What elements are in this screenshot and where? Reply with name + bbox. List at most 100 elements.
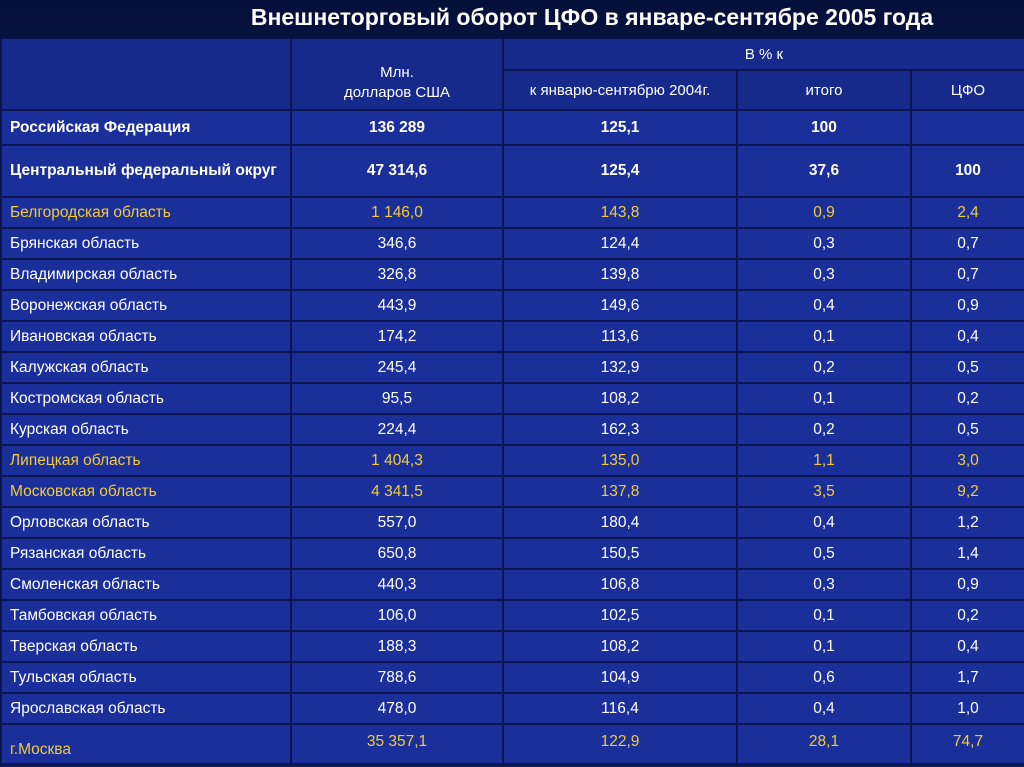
mln-usd-cell: 35 357,1: [290, 723, 504, 765]
pct-cfo-cell: 0,4: [910, 630, 1024, 663]
pct-prev-year-cell: 137,8: [502, 475, 738, 508]
pct-prev-year-cell: 106,8: [502, 568, 738, 601]
pct-cfo-cell: 0,5: [910, 351, 1024, 384]
pct-cfo-cell: 100: [910, 144, 1024, 198]
table-row: Курская область 224,4 162,3 0,2 0,5: [0, 413, 1024, 446]
pct-total-cell: 0,3: [736, 227, 912, 260]
header-pct-prev: к январю-сентябрю 2004г.: [502, 69, 738, 111]
region-name-cell: Воронежская область: [0, 289, 292, 322]
pct-prev-year-cell: 139,8: [502, 258, 738, 291]
mln-usd-cell: 1 404,3: [290, 444, 504, 477]
pct-total-cell: 0,9: [736, 196, 912, 229]
region-name-cell: Владимирская область: [0, 258, 292, 291]
mln-usd-cell: 650,8: [290, 537, 504, 570]
pct-prev-year-cell: 132,9: [502, 351, 738, 384]
region-name-cell: Смоленская область: [0, 568, 292, 601]
pct-cfo-cell: 9,2: [910, 475, 1024, 508]
header-row-group: Млн. долларов США В % к: [0, 37, 1024, 111]
region-name-cell: Московская область: [0, 475, 292, 508]
region-name-cell: г.Москва: [0, 723, 292, 765]
pct-prev-year-cell: 104,9: [502, 661, 738, 694]
header-mln: Млн. долларов США: [290, 37, 504, 111]
pct-prev-year-cell: 162,3: [502, 413, 738, 446]
pct-prev-year-cell: 108,2: [502, 382, 738, 415]
pct-prev-year-cell: 113,6: [502, 320, 738, 353]
table-row: г.Москва 35 357,1 122,9 28,1 74,7: [0, 723, 1024, 765]
region-name-cell: Костромская область: [0, 382, 292, 415]
pct-total-cell: 3,5: [736, 475, 912, 508]
table-row: Московская область 4 341,5 137,8 3,5 9,2: [0, 475, 1024, 508]
header-row-sub: к январю-сентябрю 2004г. итого ЦФО: [1, 69, 1024, 111]
table-row: Воронежская область 443,9 149,6 0,4 0,9: [0, 289, 1024, 322]
pct-prev-year-cell: 124,4: [502, 227, 738, 260]
page-title: Внешнеторговый оборот ЦФО в январе-сентя…: [250, 4, 934, 30]
table-row: Центральный федеральный округ 47 314,6 125…: [0, 144, 1024, 198]
pct-total-cell: 0,5: [736, 537, 912, 570]
mln-usd-cell: 47 314,6: [290, 144, 504, 198]
mln-usd-cell: 346,6: [290, 227, 504, 260]
table-row: Калужская область 245,4 132,9 0,2 0,5: [0, 351, 1024, 384]
mln-usd-cell: 245,4: [290, 351, 504, 384]
mln-usd-cell: 326,8: [290, 258, 504, 291]
pct-total-cell: 0,1: [736, 382, 912, 415]
region-name-cell: Центральный федеральный округ: [0, 144, 292, 198]
table-row: Смоленская область 440,3 106,8 0,3 0,9: [0, 568, 1024, 601]
mln-usd-cell: 106,0: [290, 599, 504, 632]
mln-usd-cell: 443,9: [290, 289, 504, 322]
pct-cfo-cell: 0,2: [910, 382, 1024, 415]
mln-usd-cell: 440,3: [290, 568, 504, 601]
pct-prev-year-cell: 143,8: [502, 196, 738, 229]
pct-total-cell: 0,2: [736, 413, 912, 446]
pct-total-cell: 0,6: [736, 661, 912, 694]
pct-total-cell: 0,4: [736, 289, 912, 322]
pct-prev-year-cell: 125,4: [502, 144, 738, 198]
table-row: Рязанская область 650,8 150,5 0,5 1,4: [0, 537, 1024, 570]
header-region: [0, 37, 292, 111]
pct-cfo-cell: 0,7: [910, 227, 1024, 260]
region-name-cell: Ивановская область: [0, 320, 292, 353]
trade-table: Млн. долларов США В % к к январю-сентябр…: [0, 37, 1024, 765]
mln-usd-cell: 4 341,5: [290, 475, 504, 508]
mln-usd-cell: 478,0: [290, 692, 504, 725]
pct-total-cell: 37,6: [736, 144, 912, 198]
pct-cfo-cell: 1,7: [910, 661, 1024, 694]
pct-total-cell: 0,1: [736, 599, 912, 632]
table-row: Тульская область 788,6 104,9 0,6 1,7: [0, 661, 1024, 694]
table-row: Костромская область 95,5 108,2 0,1 0,2: [0, 382, 1024, 415]
pct-prev-year-cell: 149,6: [502, 289, 738, 322]
region-name-cell: Российская Федерация: [0, 109, 292, 146]
pct-total-cell: 0,1: [736, 630, 912, 663]
pct-cfo-cell: 0,2: [910, 599, 1024, 632]
region-name-cell: Тамбовская область: [0, 599, 292, 632]
pct-prev-year-cell: 122,9: [502, 723, 738, 765]
mln-usd-cell: 174,2: [290, 320, 504, 353]
pct-cfo-cell: [910, 109, 1024, 146]
pct-prev-year-cell: 108,2: [502, 630, 738, 663]
pct-prev-year-cell: 180,4: [502, 506, 738, 539]
region-name-cell: Тульская область: [0, 661, 292, 694]
mln-usd-cell: 1 146,0: [290, 196, 504, 229]
table-row: Владимирская область 326,8 139,8 0,3 0,7: [0, 258, 1024, 291]
pct-cfo-cell: 1,0: [910, 692, 1024, 725]
table-row: Липецкая область 1 404,3 135,0 1,1 3,0: [0, 444, 1024, 477]
mln-usd-cell: 136 289: [290, 109, 504, 146]
pct-total-cell: 100: [736, 109, 912, 146]
region-name-cell: Ярославская область: [0, 692, 292, 725]
pct-prev-year-cell: 125,1: [502, 109, 738, 146]
table-row: Орловская область 557,0 180,4 0,4 1,2: [0, 506, 1024, 539]
pct-prev-year-cell: 135,0: [502, 444, 738, 477]
pct-cfo-cell: 0,9: [910, 289, 1024, 322]
pct-prev-year-cell: 150,5: [502, 537, 738, 570]
table-row: Брянская область 346,6 124,4 0,3 0,7: [0, 227, 1024, 260]
header-pct-group: В % к: [502, 37, 1024, 71]
mln-usd-cell: 557,0: [290, 506, 504, 539]
mln-usd-cell: 788,6: [290, 661, 504, 694]
table-row: Белгородская область 1 146,0 143,8 0,9 2,4: [0, 196, 1024, 229]
region-name-cell: Курская область: [0, 413, 292, 446]
region-name-cell: Калужская область: [0, 351, 292, 384]
region-name-cell: Тверская область: [0, 630, 292, 663]
pct-cfo-cell: 1,2: [910, 506, 1024, 539]
pct-total-cell: 0,3: [736, 568, 912, 601]
region-name-cell: Орловская область: [0, 506, 292, 539]
pct-cfo-cell: 0,9: [910, 568, 1024, 601]
